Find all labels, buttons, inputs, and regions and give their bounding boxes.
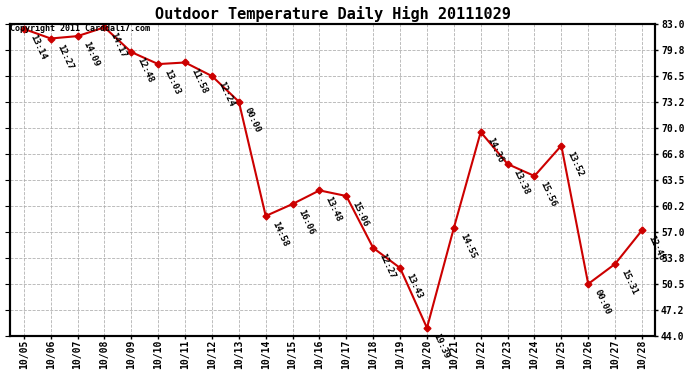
Text: 14:55: 14:55 xyxy=(458,232,477,260)
Text: 13:14: 13:14 xyxy=(28,33,48,61)
Text: 15:06: 15:06 xyxy=(351,200,370,228)
Text: 15:31: 15:31 xyxy=(619,268,639,296)
Text: 12:24: 12:24 xyxy=(216,80,236,108)
Text: 14:58: 14:58 xyxy=(270,220,289,248)
Text: 13:03: 13:03 xyxy=(162,68,182,96)
Text: 14:09: 14:09 xyxy=(82,40,101,68)
Text: 13:43: 13:43 xyxy=(404,272,424,300)
Text: 19:39: 19:39 xyxy=(431,332,451,360)
Text: 16:06: 16:06 xyxy=(297,208,316,236)
Text: 12:27: 12:27 xyxy=(377,252,397,280)
Text: 12:27: 12:27 xyxy=(55,43,75,71)
Title: Outdoor Temperature Daily High 20111029: Outdoor Temperature Daily High 20111029 xyxy=(155,6,511,21)
Text: 00:00: 00:00 xyxy=(593,288,612,316)
Text: 15:56: 15:56 xyxy=(539,180,558,209)
Text: Copyright 2011 Carddali7.com: Copyright 2011 Carddali7.com xyxy=(10,24,150,33)
Text: 14:36: 14:36 xyxy=(485,136,504,164)
Text: 11:58: 11:58 xyxy=(189,67,209,95)
Text: 12:46: 12:46 xyxy=(646,234,666,263)
Text: 13:48: 13:48 xyxy=(324,195,343,223)
Text: 14:17: 14:17 xyxy=(108,32,128,60)
Text: 00:00: 00:00 xyxy=(243,106,262,134)
Text: 12:48: 12:48 xyxy=(135,56,155,84)
Text: 13:52: 13:52 xyxy=(566,150,585,178)
Text: 13:38: 13:38 xyxy=(512,168,531,196)
